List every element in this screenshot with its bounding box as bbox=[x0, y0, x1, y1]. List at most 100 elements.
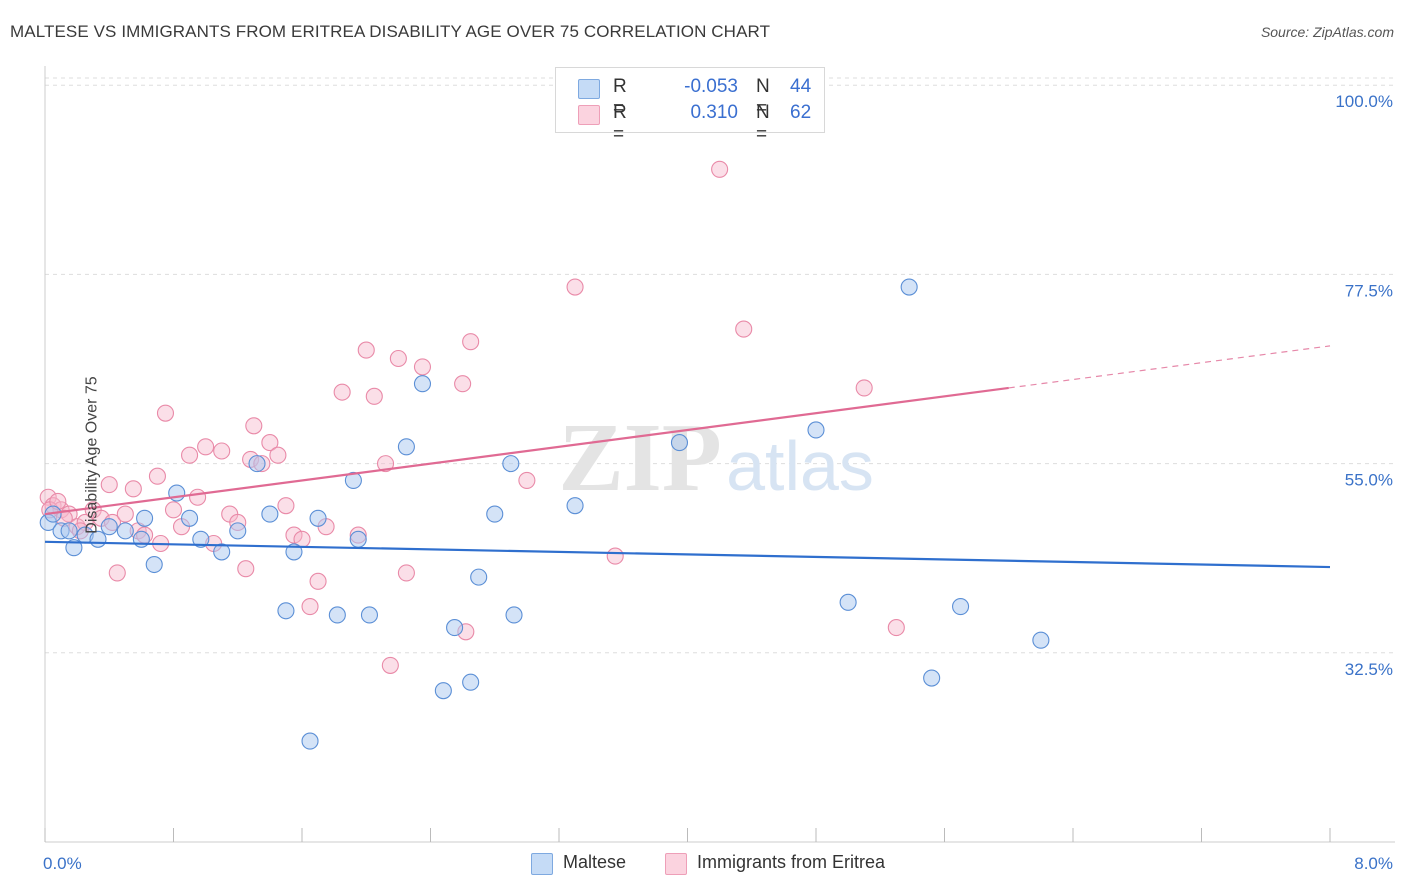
data-point-maltese bbox=[900, 278, 918, 296]
data-point-eritrea bbox=[381, 656, 399, 674]
legend-r-value: 0.310 bbox=[690, 102, 738, 123]
data-point-eritrea bbox=[397, 564, 415, 582]
data-point-maltese bbox=[192, 530, 210, 548]
data-point-maltese bbox=[229, 522, 247, 540]
series-legend: Maltese Immigrants from Eritrea bbox=[0, 852, 1406, 878]
data-point-eritrea bbox=[189, 488, 207, 506]
data-point-maltese bbox=[434, 682, 452, 700]
data-point-eritrea bbox=[376, 455, 395, 473]
data-point-maltese bbox=[261, 505, 279, 523]
data-point-eritrea bbox=[237, 560, 255, 578]
data-point-maltese bbox=[136, 509, 154, 527]
data-point-maltese bbox=[145, 555, 163, 574]
data-point-eritrea bbox=[213, 442, 231, 460]
x-tick-label: 0.0% bbox=[43, 854, 82, 873]
legend-swatch-maltese bbox=[531, 853, 553, 875]
y-tick-label: 55.0% bbox=[1345, 471, 1393, 490]
data-point-eritrea bbox=[148, 467, 166, 485]
y-tick-label: 77.5% bbox=[1345, 281, 1393, 300]
data-point-maltese bbox=[462, 673, 480, 691]
data-point-eritrea bbox=[108, 564, 126, 582]
data-point-maltese bbox=[505, 606, 523, 624]
data-point-maltese bbox=[670, 434, 689, 452]
trend-lines bbox=[44, 345, 1331, 569]
data-point-maltese bbox=[397, 438, 415, 456]
data-point-maltese bbox=[328, 606, 346, 624]
data-point-eritrea bbox=[462, 333, 480, 351]
y-tick-label: 32.5% bbox=[1345, 660, 1393, 679]
data-point-maltese bbox=[446, 619, 464, 637]
data-point-eritrea bbox=[365, 387, 383, 405]
x-tick-label: 8.0% bbox=[1354, 854, 1393, 873]
data-point-maltese bbox=[349, 530, 367, 548]
data-point-maltese bbox=[413, 375, 432, 393]
y-tick-label: 100.0% bbox=[1335, 92, 1393, 111]
data-point-eritrea bbox=[309, 572, 327, 590]
data-point-maltese bbox=[566, 497, 584, 515]
data-point-maltese bbox=[285, 543, 303, 561]
legend-n-value: 62 bbox=[790, 102, 812, 123]
data-point-maltese bbox=[60, 522, 78, 540]
data-point-maltese bbox=[470, 568, 488, 586]
data-point-maltese bbox=[116, 522, 134, 540]
legend-r-value: -0.053 bbox=[684, 76, 738, 97]
data-point-eritrea bbox=[39, 488, 57, 506]
legend-n-label: N = bbox=[756, 76, 770, 119]
data-point-eritrea bbox=[301, 598, 319, 616]
data-point-eritrea bbox=[566, 278, 584, 296]
y-tick-labels: 32.5% 55.0% 77.5% 100.0% bbox=[1335, 92, 1393, 679]
data-point-eritrea bbox=[197, 438, 215, 456]
data-point-eritrea bbox=[518, 471, 536, 489]
legend-r-label: R = bbox=[613, 76, 627, 119]
data-point-eritrea bbox=[181, 446, 199, 464]
y-axis-label: Disability Age Over 75 bbox=[83, 376, 101, 534]
data-point-eritrea bbox=[269, 446, 287, 464]
data-point-eritrea bbox=[285, 526, 303, 544]
series-eritrea-points bbox=[39, 160, 905, 674]
data-point-maltese bbox=[100, 518, 118, 536]
data-point-eritrea bbox=[357, 341, 375, 359]
data-point-maltese bbox=[807, 421, 825, 439]
data-point-maltese bbox=[181, 509, 199, 527]
data-point-maltese bbox=[277, 602, 295, 620]
data-point-eritrea bbox=[711, 160, 729, 178]
legend-swatch-eritrea bbox=[665, 853, 687, 875]
watermark: ZIP atlas bbox=[558, 404, 874, 512]
data-point-eritrea bbox=[116, 505, 134, 523]
data-point-eritrea bbox=[735, 320, 753, 338]
data-point-maltese bbox=[309, 509, 327, 527]
data-point-maltese bbox=[360, 606, 379, 624]
data-point-maltese bbox=[1032, 631, 1050, 649]
data-point-eritrea bbox=[887, 619, 905, 637]
data-point-eritrea bbox=[855, 379, 873, 397]
data-point-eritrea bbox=[389, 349, 407, 368]
legend-n-label: N = bbox=[756, 102, 770, 145]
data-point-eritrea bbox=[124, 480, 142, 498]
data-point-maltese bbox=[344, 471, 362, 489]
data-point-eritrea bbox=[156, 404, 175, 422]
trend-line-eritrea-extension bbox=[1008, 345, 1331, 389]
trend-line-maltese bbox=[44, 540, 1331, 569]
data-point-eritrea bbox=[413, 358, 432, 376]
correlation-legend: R = -0.053 N = 44 R = 0.310 N = 62 bbox=[555, 67, 825, 145]
data-point-maltese bbox=[301, 732, 319, 750]
data-point-eritrea bbox=[261, 434, 279, 452]
data-point-eritrea bbox=[100, 476, 118, 494]
data-point-eritrea bbox=[606, 547, 624, 565]
watermark-atlas: atlas bbox=[726, 427, 874, 505]
legend-swatch-maltese bbox=[578, 79, 600, 99]
watermark-zip: ZIP bbox=[558, 404, 721, 512]
legend-label-maltese: Maltese bbox=[563, 852, 627, 872]
data-point-eritrea bbox=[277, 497, 295, 515]
data-point-maltese bbox=[923, 669, 941, 687]
series-maltese-points bbox=[39, 278, 1050, 750]
data-point-maltese bbox=[502, 455, 520, 473]
legend-n-value: 44 bbox=[790, 76, 812, 97]
legend-label-eritrea: Immigrants from Eritrea bbox=[697, 852, 886, 872]
data-point-eritrea bbox=[333, 383, 351, 401]
data-point-eritrea bbox=[164, 501, 183, 519]
data-point-maltese bbox=[65, 539, 83, 557]
data-point-maltese bbox=[952, 598, 970, 616]
source-label: Source: ZipAtlas.com bbox=[1260, 24, 1394, 40]
